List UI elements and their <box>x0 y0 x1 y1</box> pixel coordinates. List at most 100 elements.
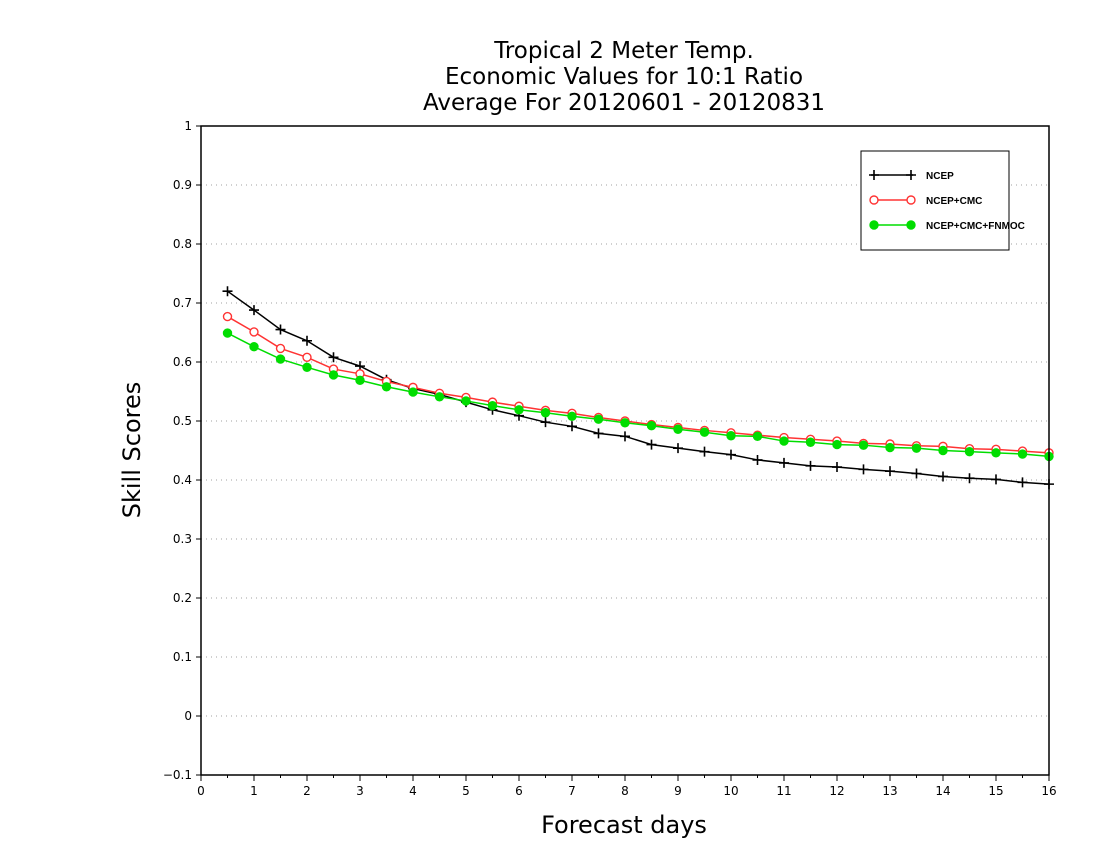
chart-title-line: Average For 20120601 - 20120831 <box>423 90 825 116</box>
x-tick-label: 2 <box>303 784 311 798</box>
series-line <box>228 317 1050 453</box>
legend-label: NCEP+CMC+FNMOC <box>926 221 1025 232</box>
data-point <box>885 466 895 476</box>
data-point <box>382 383 390 391</box>
data-point <box>567 421 577 431</box>
data-point <box>1018 477 1028 487</box>
data-point <box>700 447 710 457</box>
data-point <box>1018 450 1026 458</box>
data-point <box>753 455 763 465</box>
data-point <box>488 401 496 409</box>
legend-label: NCEP+CMC <box>926 196 982 207</box>
x-tick-label: 5 <box>462 784 470 798</box>
y-tick-label: 0.8 <box>173 237 192 251</box>
data-point <box>303 353 311 361</box>
data-point <box>859 464 869 474</box>
y-tick-label: 0.1 <box>173 650 192 664</box>
grid <box>201 185 1049 716</box>
data-point <box>779 458 789 468</box>
data-point <box>356 376 364 384</box>
data-point <box>886 443 894 451</box>
data-point <box>912 469 922 479</box>
plot-series <box>223 286 1055 489</box>
legend-marker <box>870 196 878 204</box>
data-point <box>726 450 736 460</box>
data-point <box>223 329 231 337</box>
x-tick-label: 4 <box>409 784 417 798</box>
y-tick-label: 1 <box>184 119 192 133</box>
y-tick-label: 0.4 <box>173 473 192 487</box>
x-tick-label: 14 <box>935 784 950 798</box>
x-tick-label: 3 <box>356 784 364 798</box>
data-point <box>541 417 551 427</box>
data-point <box>515 406 523 414</box>
data-point <box>224 313 232 321</box>
y-tick-label: 0.6 <box>173 355 192 369</box>
data-point <box>435 393 443 401</box>
data-point <box>859 441 867 449</box>
data-point <box>939 446 947 454</box>
series-line <box>228 333 1050 456</box>
data-point <box>780 437 788 445</box>
data-point <box>541 409 549 417</box>
series-ncep <box>223 286 1055 489</box>
x-tick-label: 8 <box>621 784 629 798</box>
chart: Tropical 2 Meter Temp. Economic Values f… <box>0 0 1100 850</box>
x-tick-label: 16 <box>1041 784 1056 798</box>
y-tick-label: 0.5 <box>173 414 192 428</box>
chart-title: Tropical 2 Meter Temp. Economic Values f… <box>423 38 825 116</box>
x-tick-label: 13 <box>882 784 897 798</box>
data-point <box>594 428 604 438</box>
data-point <box>223 286 233 296</box>
legend: NCEP NCEP+CMC NCEP+CMC+FNMOC <box>861 151 1025 250</box>
x-tick-label: 7 <box>568 784 576 798</box>
x-tick-label: 11 <box>776 784 791 798</box>
data-point <box>673 443 683 453</box>
data-point <box>303 363 311 371</box>
data-point <box>727 432 735 440</box>
legend-label: NCEP <box>926 171 954 182</box>
y-tick-label: −0.1 <box>163 768 192 782</box>
data-point <box>276 355 284 363</box>
data-point <box>647 422 655 430</box>
data-point <box>647 440 657 450</box>
legend-marker <box>907 196 915 204</box>
x-tick-label: 12 <box>829 784 844 798</box>
data-point <box>568 412 576 420</box>
x-tick-label: 0 <box>197 784 205 798</box>
data-point <box>806 461 816 471</box>
y-tick-label: 0.9 <box>173 178 192 192</box>
y-tick-label: 0.3 <box>173 532 192 546</box>
data-point <box>594 415 602 423</box>
data-point <box>992 449 1000 457</box>
x-tick-label: 9 <box>674 784 682 798</box>
data-point <box>462 397 470 405</box>
data-point <box>674 425 682 433</box>
x-tick-label: 15 <box>988 784 1003 798</box>
data-point <box>620 431 630 441</box>
data-point <box>991 474 1001 484</box>
data-point <box>700 428 708 436</box>
y-axis-label: Skill Scores <box>118 382 146 519</box>
chart-title-line: Economic Values for 10:1 Ratio <box>445 64 803 90</box>
data-point <box>753 432 761 440</box>
x-axis-label: Forecast days <box>541 811 707 839</box>
legend-marker <box>907 221 915 229</box>
y-tick-label: 0 <box>184 709 192 723</box>
y-tick-label: 0.7 <box>173 296 192 310</box>
y-tick-label: 0.2 <box>173 591 192 605</box>
data-point <box>621 419 629 427</box>
x-tick-label: 1 <box>250 784 258 798</box>
data-point <box>302 336 312 346</box>
data-point <box>912 444 920 452</box>
series-ncep-cmc <box>224 313 1054 457</box>
x-tick-label: 6 <box>515 784 523 798</box>
chart-title-line: Tropical 2 Meter Temp. <box>493 38 754 64</box>
data-point <box>250 328 258 336</box>
data-point <box>965 473 975 483</box>
x-tick-label: 10 <box>723 784 738 798</box>
data-point <box>806 438 814 446</box>
data-point <box>409 388 417 396</box>
data-point <box>329 371 337 379</box>
data-point <box>250 342 258 350</box>
